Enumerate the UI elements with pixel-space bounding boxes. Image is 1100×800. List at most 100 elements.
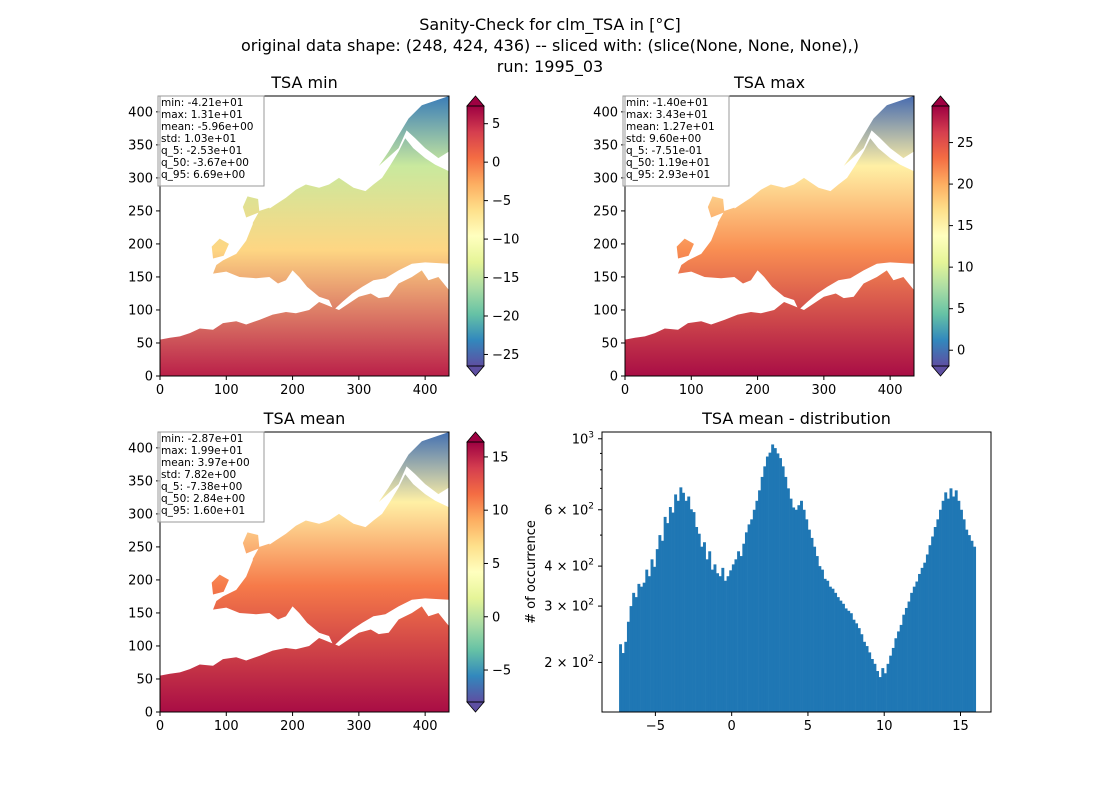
- histogram-bar: [744, 532, 748, 712]
- histogram-bar: [857, 628, 861, 712]
- y-tick-label: 200: [593, 237, 618, 252]
- stats-line: std: 9.60e+00: [626, 133, 701, 145]
- histogram-bar: [779, 458, 782, 712]
- histogram-bar: [621, 653, 625, 712]
- histogram-bar: [647, 576, 651, 712]
- histogram-bar: [883, 673, 887, 712]
- figure-title-line-2: original data shape: (248, 424, 436) -- …: [241, 36, 859, 55]
- histogram-bar: [682, 492, 685, 712]
- colorbar-tick-label: −5: [492, 194, 511, 209]
- y-tick-label: 150: [128, 606, 153, 621]
- x-tick-label: 0: [728, 719, 736, 734]
- histogram-bar: [765, 456, 769, 712]
- histogram-bar: [653, 566, 657, 712]
- panel-title: TSA mean - distribution: [701, 409, 891, 428]
- histogram-bar: [936, 519, 940, 712]
- histogram-bar: [679, 487, 683, 712]
- histogram-bar: [965, 529, 969, 712]
- histogram-bar: [742, 543, 746, 712]
- axes-frame: [601, 431, 992, 713]
- y-tick-exponent: 2: [588, 654, 594, 664]
- histogram-bar: [721, 567, 725, 712]
- histogram-bar: [805, 519, 809, 712]
- stats-line: min: -4.21e+01: [161, 97, 243, 109]
- stats-box: [622, 95, 730, 187]
- histogram-bar: [734, 559, 738, 712]
- histogram-bar: [786, 488, 790, 712]
- histogram-bar: [800, 500, 803, 712]
- histogram-bar: [666, 523, 670, 712]
- y-tick-exponent: 3: [588, 430, 594, 440]
- y-tick-label: 50: [136, 672, 153, 687]
- histogram-bar: [862, 641, 866, 712]
- colorbar-extend-bottom: [466, 701, 485, 713]
- histogram-bar: [807, 529, 811, 712]
- stats-line: mean: -5.96e+00: [161, 121, 253, 133]
- histogram-bar: [849, 613, 853, 712]
- stats-line: q_5: -2.53e+01: [161, 145, 242, 157]
- histogram-bar: [836, 597, 840, 712]
- y-tick-exponent: 2: [588, 558, 594, 568]
- histogram-bar: [632, 592, 636, 712]
- histogram-bar: [894, 638, 898, 712]
- histogram-bar: [870, 659, 874, 712]
- histogram-bar: [763, 466, 767, 712]
- colorbar-tick-label: −15: [492, 271, 519, 286]
- histogram-bar: [723, 580, 727, 712]
- x-tick-label: −5: [646, 719, 665, 734]
- y-tick-label: 150: [593, 270, 618, 285]
- y-tick-label: 350: [128, 474, 153, 489]
- colorbar-tick-label: 0: [492, 156, 500, 171]
- histogram-bar: [818, 566, 822, 712]
- histogram-bar: [912, 586, 916, 712]
- histogram-bar: [697, 533, 701, 712]
- histogram-bar: [634, 597, 638, 712]
- histogram-bar: [700, 546, 704, 712]
- histogram-bar: [689, 509, 693, 712]
- stats-line: std: 7.82e+00: [161, 469, 236, 481]
- y-tick-label: 300: [128, 507, 153, 522]
- x-tick-label: 10: [876, 719, 893, 734]
- histogram-bar: [692, 512, 696, 712]
- y-tick-label: 250: [593, 204, 618, 219]
- axes-frame: [159, 95, 450, 377]
- colorbar-tick-label: 25: [957, 136, 974, 151]
- histogram-bar: [878, 677, 882, 712]
- histogram-bar: [687, 496, 691, 712]
- histogram-bar: [847, 610, 851, 712]
- histogram-bar: [944, 492, 948, 712]
- stats-line: q_5: -7.51e-01: [626, 145, 702, 157]
- colorbar-extend-bottom: [466, 365, 485, 377]
- histogram-bar: [899, 624, 903, 712]
- stats-line: q_95: 2.93e+01: [626, 169, 710, 181]
- y-tick-label: 100: [128, 303, 153, 318]
- colorbar-tick-label: 0: [492, 610, 500, 625]
- stats-line: max: 3.43e+01: [626, 109, 708, 121]
- histogram-bar: [881, 668, 885, 712]
- histogram-bar: [773, 448, 777, 712]
- x-tick-label: 300: [811, 383, 836, 398]
- histogram-bar: [752, 509, 756, 712]
- colorbar: [932, 106, 949, 366]
- histogram-bar: [713, 564, 717, 712]
- histogram-bar: [758, 490, 762, 712]
- histogram-bar: [946, 498, 950, 712]
- histogram-bar: [661, 540, 664, 712]
- histogram-bar: [949, 488, 953, 712]
- y-tick-label: 4 × 102: [544, 558, 594, 575]
- x-tick-label: 15: [952, 719, 969, 734]
- histogram-bar: [760, 476, 764, 712]
- histogram-bar: [860, 634, 864, 712]
- histogram-bar: [904, 607, 908, 712]
- x-tick-label: 200: [745, 383, 770, 398]
- histogram-bar: [792, 507, 796, 712]
- y-tick-base: 2 × 10: [544, 656, 588, 671]
- histogram-bar: [823, 578, 827, 712]
- histogram-bar: [716, 573, 720, 712]
- y-tick-label: 100: [128, 639, 153, 654]
- histogram-bar: [737, 551, 741, 712]
- x-tick-label: 200: [280, 719, 305, 734]
- stats-line: max: 1.99e+01: [161, 445, 243, 457]
